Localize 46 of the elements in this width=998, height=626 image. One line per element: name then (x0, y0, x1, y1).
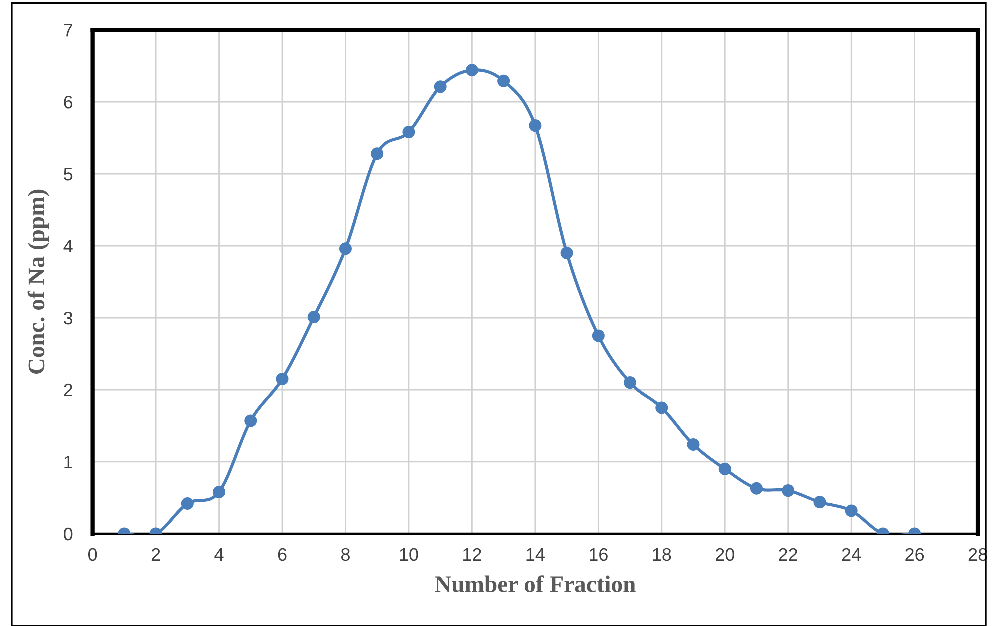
x-tick-label: 12 (464, 548, 482, 561)
y-tick-label: 0 (64, 528, 73, 541)
point (624, 376, 637, 390)
y-axis-title: Conc. of Na (ppm) (28, 190, 50, 374)
y-tick-label: 1 (64, 456, 72, 469)
point (308, 311, 320, 324)
y-tick-label: 4 (64, 240, 73, 253)
x-axis-title: Number of Fraction (435, 576, 636, 592)
point (560, 246, 574, 260)
x-tick-label: 18 (653, 548, 672, 562)
x-tick-label: 24 (842, 548, 862, 561)
point (750, 482, 763, 495)
x-tick-label: 16 (590, 548, 608, 562)
point (402, 126, 416, 139)
x-tick-label: 10 (400, 548, 418, 562)
point (466, 64, 478, 77)
point (687, 438, 700, 451)
y-tick-label: 3 (64, 312, 73, 325)
point (782, 484, 795, 498)
x-tick-label: 0 (88, 548, 98, 562)
y-tick-label: 7 (64, 24, 72, 37)
x-tick-label: 6 (278, 548, 287, 562)
point (498, 74, 510, 88)
x-tick-label: 2 (152, 548, 160, 561)
point (181, 497, 194, 510)
point (529, 120, 542, 132)
y-tick-label: 6 (64, 96, 73, 109)
point (213, 486, 226, 498)
point (371, 148, 384, 160)
x-tick-label: 14 (526, 548, 545, 561)
point (339, 242, 352, 256)
point (244, 414, 258, 428)
point (814, 496, 826, 509)
point (718, 462, 732, 476)
x-tick-label: 22 (779, 548, 798, 561)
point (434, 80, 447, 94)
point (276, 372, 289, 386)
y-tick-label: 2 (64, 384, 72, 397)
x-tick-label: 8 (342, 548, 350, 562)
x-tick-label: 26 (906, 548, 924, 562)
point (845, 504, 858, 518)
y-tick-label: 5 (64, 168, 73, 181)
point (592, 330, 605, 342)
x-tick-label: 20 (716, 548, 734, 562)
x-tick-label: 4 (214, 548, 224, 561)
point (656, 402, 668, 414)
